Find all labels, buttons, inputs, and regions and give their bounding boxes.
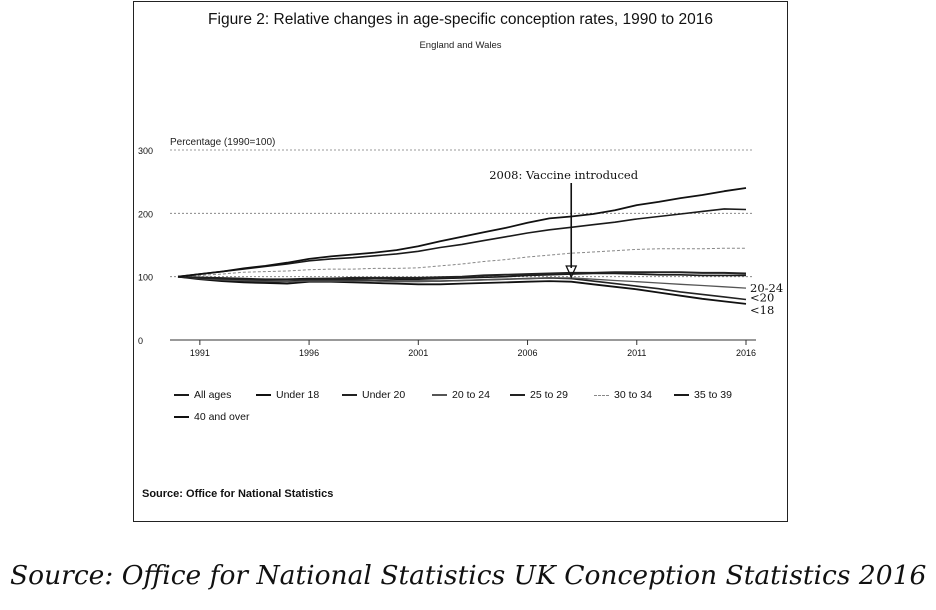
legend-swatch xyxy=(510,394,525,396)
chart-subtitle: England and Wales xyxy=(419,40,502,51)
series-line-25-to-29 xyxy=(177,271,747,281)
x-tick-label: 1996 xyxy=(299,348,319,358)
legend-label: Under 18 xyxy=(276,389,320,401)
legend-item: 25 to 29 xyxy=(510,389,568,401)
annotation-arrow-head xyxy=(565,265,578,279)
end-label: <20 xyxy=(750,290,774,304)
legend-swatch xyxy=(432,394,447,396)
legend-label: Under 20 xyxy=(362,389,406,401)
series-line-20-to-24 xyxy=(177,276,747,289)
end-label: 20-24 xyxy=(750,281,783,295)
y-tick-label: 300 xyxy=(138,146,153,156)
series-line-under-18 xyxy=(177,275,747,305)
end-label: <18 xyxy=(750,303,774,317)
figure-frame: Figure 2: Relative changes in age-specif… xyxy=(133,1,788,522)
legend-item: 30 to 34 xyxy=(594,389,652,401)
x-tick-label: 2016 xyxy=(736,348,756,358)
legend-label: 25 to 29 xyxy=(530,389,568,401)
legend-label: 30 to 34 xyxy=(614,389,652,401)
x-tick-label: 2006 xyxy=(518,348,538,358)
chart-title: Figure 2: Relative changes in age-specif… xyxy=(208,11,713,28)
legend-item: 35 to 39 xyxy=(674,389,732,401)
page-source-caption: Source: Office for National Statistics U… xyxy=(10,560,927,591)
y-tick-label: 200 xyxy=(138,209,153,219)
legend-label: 40 and over xyxy=(194,411,250,423)
x-tick-label: 2001 xyxy=(408,348,428,358)
y-tick-label: 100 xyxy=(138,273,153,283)
legend-item: 20 to 24 xyxy=(432,389,490,401)
legend-swatch xyxy=(256,394,271,396)
legend-item: All ages xyxy=(174,389,231,401)
legend-item: Under 20 xyxy=(342,389,405,401)
legend-swatch xyxy=(174,394,189,396)
figure-source-note: Source: Office for National Statistics xyxy=(142,488,334,500)
line-chart: Percentage (1990=100) 0 100 200 300 1991 1996 2… xyxy=(138,137,783,358)
legend-label: 20 to 24 xyxy=(452,389,490,401)
legend-item: 40 and over xyxy=(174,411,249,423)
x-tick-label: 1991 xyxy=(190,348,210,358)
legend-swatch xyxy=(342,394,357,396)
y-axis-label: Percentage (1990=100) xyxy=(170,137,275,148)
legend-label: 35 to 39 xyxy=(694,389,732,401)
y-tick-label: 0 xyxy=(138,336,143,346)
legend-swatch xyxy=(594,394,609,396)
annotation-label: 2008: Vaccine introduced xyxy=(489,168,638,182)
legend-swatch xyxy=(674,394,689,396)
legend-swatch xyxy=(174,416,189,418)
series-line-40-and-over xyxy=(177,187,747,278)
legend-label: All ages xyxy=(194,389,232,401)
x-tick-label: 2011 xyxy=(627,348,646,358)
legend-item: Under 18 xyxy=(256,389,319,401)
